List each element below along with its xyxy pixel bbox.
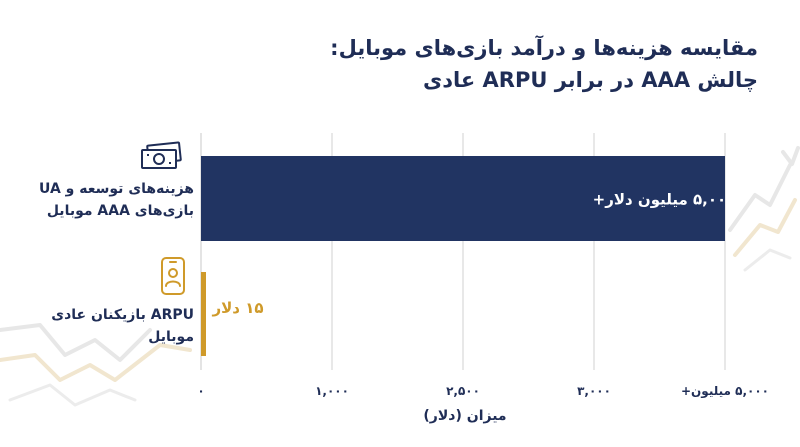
chart-title: مقایسه هزینه‌ها و درآمد بازی‌های موبایل:… (198, 32, 758, 96)
x-axis-title: میزان (دلار) (423, 408, 507, 424)
data-label-arpu: ۱۵ دلار (211, 299, 263, 317)
x-tick-label: ۵,۰۰۰ میلیون+ (681, 384, 769, 399)
category-label-arpu: ARPU بازیکنان عادی موبایل (51, 307, 194, 345)
smartphone-user-icon (161, 257, 185, 295)
category-label-aaa: هزینه‌های توسعه و UA بازی‌های AAA موبایل (39, 181, 194, 219)
bar-aaa-cost (201, 156, 725, 241)
x-tick-label: ۰ (197, 384, 204, 398)
x-tick-label: ۲,۵۰۰ (446, 384, 480, 398)
data-label-aaa: ۵,۰۰۰ میلیون دلار+ (593, 191, 736, 209)
title-line-2: چالش AAA در برابر ARPU عادی (422, 68, 758, 92)
title-line-1: مقایسه هزینه‌ها و درآمد بازی‌های موبایل: (330, 36, 758, 60)
bar-arpu (201, 272, 206, 356)
money-stack-icon (141, 141, 182, 169)
x-tick-label: ۳,۰۰۰ (577, 384, 611, 398)
x-tick-label: ۱,۰۰۰ (315, 384, 349, 398)
